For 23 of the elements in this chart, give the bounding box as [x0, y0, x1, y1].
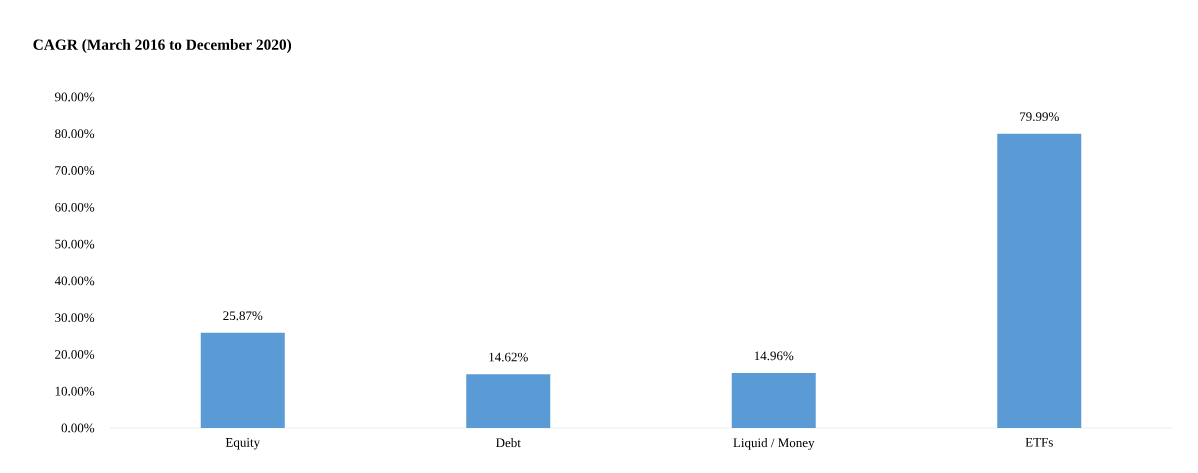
x-tick-label: ETFs — [1025, 438, 1053, 447]
x-tick-label: Liquid / Money — [733, 438, 815, 450]
data-label: 79.99% — [1020, 112, 1059, 122]
bar — [997, 133, 1082, 428]
y-tick-label: 90.00% — [54, 92, 95, 102]
data-label: 14.96% — [754, 351, 794, 361]
bar — [731, 372, 816, 428]
y-tick-label: 70.00% — [55, 166, 95, 175]
y-tick-label: 80.00% — [55, 129, 95, 139]
y-tick-label: 50.00% — [55, 239, 95, 249]
data-label: 14.62% — [489, 352, 528, 362]
x-tick-label: Debt — [496, 438, 521, 448]
chart-title: CAGR (March 2016 to December 2020) — [33, 39, 292, 53]
x-tick-label: Equity — [225, 438, 261, 450]
y-tick-label: 40.00% — [54, 276, 95, 286]
bar — [466, 374, 551, 428]
y-tick-label: 20.00% — [55, 350, 95, 359]
y-tick-label: 30.00% — [55, 313, 95, 323]
y-tick-label: 10.00% — [55, 386, 95, 396]
data-label: 25.87% — [223, 311, 263, 321]
y-tick-label: 0.00% — [61, 423, 95, 433]
bar — [200, 332, 285, 428]
y-tick-label: 60.00% — [55, 202, 95, 212]
